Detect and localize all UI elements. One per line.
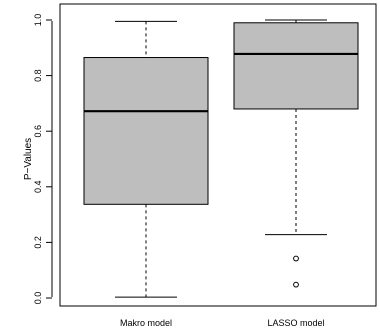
iqr-box [233, 22, 359, 110]
x-tick-label: LASSO model [267, 318, 324, 328]
y-tick-label: 1.0 [33, 14, 43, 27]
outlier-point [293, 255, 299, 262]
iqr-box [83, 57, 209, 205]
box-1 [83, 20, 209, 298]
y-tick-label: 0.8 [33, 69, 43, 82]
y-tick-label: 0.2 [33, 236, 43, 249]
box-2 [233, 19, 359, 288]
x-axis-labels: Makro model LASSO model [120, 318, 325, 328]
boxes-group [83, 19, 359, 298]
y-tick-label: 0.0 [33, 292, 43, 305]
y-tick-label: 0.6 [33, 125, 43, 138]
x-tick-label: Makro model [120, 318, 172, 328]
y-tick-label: 0.4 [33, 181, 43, 194]
plot-frame [59, 3, 377, 307]
y-axis: 0.0 0.2 0.4 0.6 0.8 1.0 [33, 14, 53, 305]
outlier-point [293, 281, 299, 288]
y-axis-title: P−Values [23, 138, 34, 180]
